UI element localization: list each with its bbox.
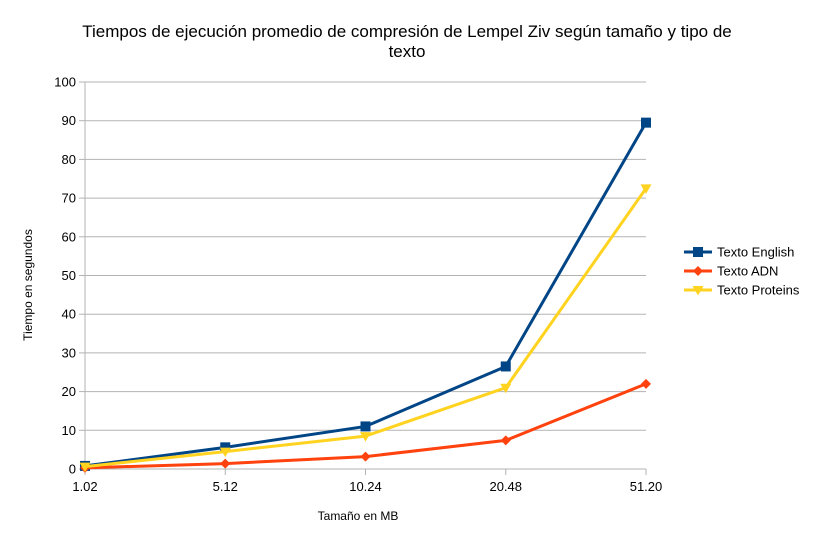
y-axis-title: Tiempo en segundos	[21, 229, 35, 341]
legend-label: Texto Proteins	[717, 283, 800, 298]
legend: Texto English Texto ADN Texto Proteins	[684, 245, 800, 298]
data-point	[641, 378, 651, 389]
data-point	[219, 447, 231, 458]
x-axis-title: Tamaño en MB	[318, 509, 399, 523]
legend-item: Texto Proteins	[684, 283, 800, 298]
x-tick-labels: 1.02 5.12 10.24 20.48 51.20	[72, 479, 662, 494]
x-tick-label: 1.02	[72, 479, 97, 494]
data-point	[500, 361, 511, 372]
chart-title-line-1: Tiempos de ejecución promedio de compres…	[82, 22, 732, 41]
data-point	[640, 184, 652, 194]
y-tick-label: 100	[54, 75, 76, 90]
y-tick-label: 50	[62, 268, 76, 283]
data-point	[360, 432, 371, 442]
y-tick-label: 20	[62, 384, 76, 399]
y-tick-labels: 0 10 20 30 40 50 60 70 80 90 100	[54, 75, 76, 477]
x-tick-label: 51.20	[630, 479, 663, 494]
y-tick-label: 60	[62, 229, 76, 244]
chart-title-line-2: texto	[389, 42, 426, 61]
data-point	[220, 442, 231, 453]
x-tick-label: 5.12	[213, 479, 238, 494]
legend-swatch-marker	[693, 247, 703, 257]
legend-label: Texto ADN	[717, 264, 778, 279]
y-tick-label: 70	[62, 191, 76, 206]
y-tick-label: 80	[62, 152, 76, 167]
y-tick-label: 90	[62, 113, 76, 128]
legend-swatch-marker	[692, 286, 704, 296]
series-line	[84, 121, 648, 468]
y-tick-label: 40	[62, 307, 76, 322]
legend-item: Texto ADN	[684, 264, 778, 279]
y-tick-label: 10	[62, 423, 76, 438]
data-point	[360, 451, 371, 462]
x-tick-label: 20.48	[489, 479, 522, 494]
data-point	[641, 117, 651, 128]
legend-swatch-marker	[693, 266, 703, 276]
x-tick-label: 10.24	[349, 479, 382, 494]
grid	[85, 81, 646, 431]
legend-item: Texto English	[684, 245, 794, 260]
axes	[79, 81, 647, 475]
legend-label: Texto English	[717, 245, 794, 260]
data-point	[220, 458, 231, 469]
series	[79, 117, 652, 473]
data-point	[500, 435, 511, 446]
series-texto-proteins	[79, 184, 652, 473]
y-tick-label: 30	[62, 345, 76, 360]
data-point	[360, 421, 371, 432]
data-point	[500, 383, 512, 394]
y-tick-label: 0	[69, 462, 76, 477]
data-point	[79, 462, 91, 473]
